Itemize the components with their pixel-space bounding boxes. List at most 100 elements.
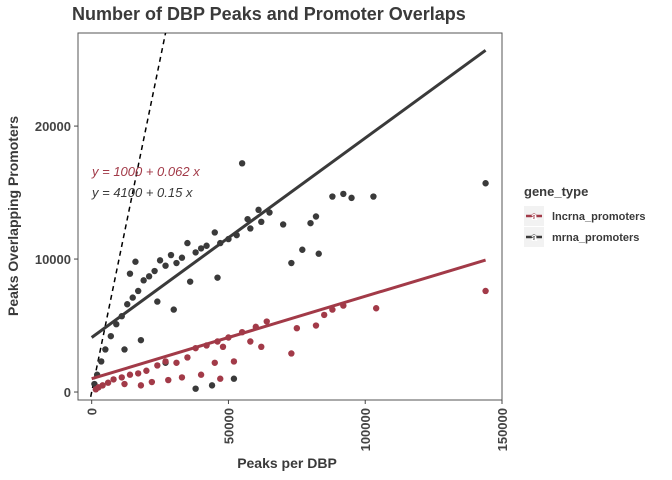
point-mrna_promoters-45 [137, 336, 145, 344]
point-mrna_promoters-49 [186, 278, 194, 285]
point-mrna_promoters-13 [238, 160, 246, 167]
point-mrna_promoters-11 [258, 218, 265, 226]
point-lncrna_promoters-21 [143, 367, 150, 374]
point-mrna_promoters-6 [307, 219, 314, 227]
legend-label-lncrna_promoters: lncrna_promoters [552, 211, 646, 223]
point-lncrna_promoters-39 [219, 343, 227, 351]
point-mrna_promoters-3 [340, 190, 347, 198]
point-mrna_promoters-23 [173, 259, 180, 267]
point-lncrna_promoters-0 [482, 287, 489, 295]
point-mrna_promoters-27 [151, 267, 158, 275]
point-lncrna_promoters-24 [118, 374, 125, 381]
point-lncrna_promoters-17 [184, 354, 191, 361]
point-mrna_promoters-50 [244, 215, 251, 223]
panel [77, 32, 503, 401]
legend-label-mrna_promoters: mrna_promoters [552, 232, 639, 244]
equation-label-lncrna_promoters: y = 1000 + 0.062 x [91, 164, 200, 179]
point-lncrna_promoters-35 [197, 371, 205, 378]
legend-key-glyph-lncrna_promoters: a [531, 211, 538, 223]
point-mrna_promoters-21 [184, 239, 191, 247]
point-mrna_promoters-0 [482, 180, 489, 187]
legend-key-glyph-mrna_promoters: a [531, 232, 538, 244]
point-mrna_promoters-26 [156, 257, 164, 264]
point-mrna_promoters-31 [129, 294, 136, 301]
point-mrna_promoters-46 [121, 346, 128, 353]
point-lncrna_promoters-4 [320, 311, 328, 319]
point-lncrna_promoters-23 [126, 371, 134, 378]
point-lncrna_promoters-34 [178, 374, 186, 381]
point-lncrna_promoters-15 [230, 358, 238, 365]
point-mrna_promoters-36 [102, 346, 109, 353]
legend-key-point-lncrna_promoters [531, 213, 537, 219]
x-tick-label-3: 150000 [495, 408, 510, 451]
point-mrna_promoters-9 [288, 259, 295, 267]
point-mrna_promoters-25 [162, 262, 169, 269]
fit-line-mrna_promoters [90, 49, 487, 339]
x-axis: 0 50000 100000 150000 [85, 400, 510, 451]
point-lncrna_promoters-20 [154, 362, 161, 369]
point-mrna_promoters-18 [203, 242, 210, 249]
point-mrna_promoters-37 [98, 358, 105, 365]
point-lncrna_promoters-8 [263, 318, 270, 325]
y-tick-label-2: 20000 [35, 119, 71, 134]
point-lncrna_promoters-25 [110, 376, 117, 383]
panel-border [77, 32, 503, 401]
point-lncrna_promoters-37 [247, 338, 254, 345]
point-mrna_promoters-8 [299, 246, 306, 253]
y-tick-label-0: 0 [64, 385, 71, 400]
point-mrna_promoters-30 [134, 287, 142, 295]
point-lncrna_promoters-29 [92, 386, 99, 393]
point-mrna_promoters-47 [154, 298, 161, 305]
point-lncrna_promoters-5 [312, 322, 320, 329]
plot-layer [89, 33, 489, 400]
point-mrna_promoters-35 [107, 332, 115, 340]
point-mrna_promoters-5 [312, 213, 320, 220]
x-axis-title: Peaks per DBP [237, 455, 337, 471]
point-mrna_promoters-34 [113, 321, 120, 328]
point-mrna_promoters-28 [145, 273, 153, 280]
legend-key-point-mrna_promoters [531, 234, 537, 240]
point-mrna_promoters-53 [132, 258, 139, 265]
point-lncrna_promoters-19 [162, 358, 169, 365]
point-lncrna_promoters-1 [372, 305, 380, 312]
point-lncrna_promoters-7 [288, 350, 295, 357]
y-axis: 0 10000 20000 [35, 119, 78, 400]
point-mrna_promoters-20 [192, 249, 199, 256]
point-lncrna_promoters-33 [165, 376, 172, 384]
point-mrna_promoters-24 [167, 251, 175, 259]
legend-title: gene_type [524, 184, 588, 199]
point-mrna_promoters-19 [197, 245, 205, 252]
point-mrna_promoters-48 [170, 306, 177, 313]
chart-title: Number of DBP Peaks and Promoter Overlap… [72, 4, 466, 24]
point-mrna_promoters-2 [348, 194, 355, 202]
point-mrna_promoters-7 [315, 250, 322, 257]
point-mrna_promoters-4 [329, 193, 336, 200]
x-tick-label-0: 0 [85, 408, 100, 415]
point-mrna_promoters-40 [208, 382, 216, 389]
point-lncrna_promoters-22 [134, 370, 142, 377]
equation-label-mrna_promoters: y = 4100 + 0.15 x [91, 185, 193, 200]
point-lncrna_promoters-18 [173, 359, 180, 366]
point-mrna_promoters-10 [266, 209, 273, 216]
x-tick-label-2: 100000 [358, 408, 373, 451]
point-mrna_promoters-22 [178, 254, 186, 261]
point-mrna_promoters-41 [192, 385, 199, 392]
point-mrna_promoters-42 [230, 375, 238, 382]
point-mrna_promoters-29 [140, 277, 147, 284]
point-lncrna_promoters-38 [258, 343, 265, 351]
point-mrna_promoters-51 [255, 206, 262, 214]
point-lncrna_promoters-6 [293, 324, 301, 332]
point-mrna_promoters-12 [247, 225, 254, 232]
point-mrna_promoters-54 [126, 270, 134, 277]
point-lncrna_promoters-32 [148, 378, 156, 386]
point-lncrna_promoters-31 [137, 382, 145, 389]
point-mrna_promoters-44 [214, 274, 221, 281]
point-lncrna_promoters-16 [211, 359, 218, 366]
fit-line-lncrna_promoters [91, 258, 487, 381]
point-mrna_promoters-17 [211, 229, 218, 236]
y-axis-title: Peaks Overlapping Promoters [5, 116, 21, 316]
point-mrna_promoters-1 [370, 193, 377, 200]
point-lncrna_promoters-36 [217, 375, 224, 382]
